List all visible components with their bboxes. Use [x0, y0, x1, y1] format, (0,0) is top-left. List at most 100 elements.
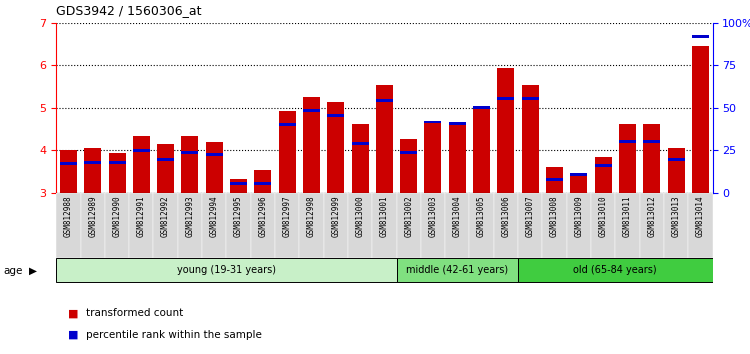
- FancyBboxPatch shape: [615, 193, 640, 258]
- Bar: [230, 179, 247, 193]
- Bar: [230, 182, 247, 185]
- FancyBboxPatch shape: [299, 193, 323, 258]
- Text: GSM813000: GSM813000: [356, 195, 364, 236]
- Text: GSM813011: GSM813011: [623, 195, 632, 236]
- Text: GSM812998: GSM812998: [307, 195, 316, 236]
- FancyBboxPatch shape: [275, 193, 299, 258]
- Bar: [570, 175, 587, 193]
- Bar: [619, 124, 636, 193]
- FancyBboxPatch shape: [56, 193, 80, 258]
- Text: ■: ■: [68, 330, 78, 339]
- Text: GSM813007: GSM813007: [526, 195, 535, 236]
- FancyBboxPatch shape: [664, 193, 688, 258]
- Bar: [473, 107, 490, 193]
- Bar: [303, 109, 320, 112]
- Text: GSM812997: GSM812997: [283, 195, 292, 236]
- Bar: [497, 97, 514, 100]
- Text: young (19-31 years): young (19-31 years): [177, 265, 276, 275]
- Bar: [570, 173, 587, 176]
- Bar: [327, 102, 344, 193]
- Text: GSM813005: GSM813005: [477, 195, 486, 236]
- Bar: [254, 182, 272, 185]
- FancyBboxPatch shape: [446, 193, 470, 258]
- Bar: [84, 148, 101, 193]
- FancyBboxPatch shape: [591, 193, 615, 258]
- Text: GSM813012: GSM813012: [647, 195, 656, 236]
- Bar: [692, 46, 709, 193]
- Text: transformed count: transformed count: [86, 308, 184, 318]
- FancyBboxPatch shape: [80, 193, 105, 258]
- Text: GSM812994: GSM812994: [210, 195, 219, 236]
- Bar: [522, 85, 538, 193]
- FancyBboxPatch shape: [129, 193, 154, 258]
- Bar: [619, 139, 636, 143]
- Bar: [448, 124, 466, 193]
- Text: percentile rank within the sample: percentile rank within the sample: [86, 330, 262, 339]
- Text: GSM813013: GSM813013: [671, 195, 680, 236]
- FancyBboxPatch shape: [688, 193, 712, 258]
- Bar: [595, 164, 612, 167]
- Bar: [303, 97, 320, 193]
- FancyBboxPatch shape: [518, 193, 542, 258]
- FancyBboxPatch shape: [421, 193, 446, 258]
- Text: GSM813002: GSM813002: [404, 195, 413, 236]
- Bar: [206, 142, 223, 193]
- FancyBboxPatch shape: [323, 193, 348, 258]
- Bar: [546, 178, 563, 181]
- Text: GSM813006: GSM813006: [502, 195, 511, 236]
- Text: GSM812989: GSM812989: [88, 195, 98, 236]
- Bar: [424, 122, 442, 193]
- Bar: [109, 161, 125, 164]
- Bar: [522, 97, 538, 100]
- Text: GSM812992: GSM812992: [161, 195, 170, 236]
- FancyBboxPatch shape: [105, 193, 129, 258]
- Text: GSM812991: GSM812991: [136, 195, 146, 236]
- Text: GSM812999: GSM812999: [332, 195, 340, 236]
- Bar: [668, 158, 685, 161]
- Bar: [279, 111, 296, 193]
- Text: GSM813003: GSM813003: [428, 195, 437, 236]
- Bar: [400, 138, 417, 193]
- Text: GSM813010: GSM813010: [598, 195, 608, 236]
- Bar: [546, 167, 563, 193]
- Text: old (65-84 years): old (65-84 years): [574, 265, 657, 275]
- Text: ▶: ▶: [28, 266, 37, 276]
- Bar: [352, 142, 368, 145]
- Bar: [133, 136, 150, 193]
- Bar: [448, 122, 466, 125]
- Text: GSM813004: GSM813004: [453, 195, 462, 236]
- FancyBboxPatch shape: [397, 193, 421, 258]
- Bar: [424, 120, 442, 124]
- Bar: [692, 35, 709, 38]
- Text: GSM813014: GSM813014: [696, 195, 705, 236]
- Bar: [376, 85, 393, 193]
- Text: ■: ■: [68, 308, 78, 318]
- Text: GSM812988: GSM812988: [64, 195, 73, 236]
- Text: GSM813009: GSM813009: [574, 195, 584, 236]
- FancyBboxPatch shape: [470, 193, 494, 258]
- Bar: [182, 151, 199, 154]
- FancyBboxPatch shape: [178, 193, 202, 258]
- Bar: [400, 151, 417, 154]
- FancyBboxPatch shape: [154, 193, 178, 258]
- Text: GSM812995: GSM812995: [234, 195, 243, 236]
- FancyBboxPatch shape: [542, 193, 567, 258]
- FancyBboxPatch shape: [518, 258, 712, 282]
- Bar: [279, 122, 296, 126]
- Bar: [497, 68, 514, 193]
- FancyBboxPatch shape: [397, 258, 518, 282]
- Bar: [157, 158, 174, 161]
- FancyBboxPatch shape: [494, 193, 518, 258]
- Bar: [84, 161, 101, 164]
- Bar: [133, 149, 150, 152]
- FancyBboxPatch shape: [56, 258, 397, 282]
- Bar: [254, 170, 272, 193]
- Bar: [376, 99, 393, 102]
- Bar: [327, 114, 344, 117]
- Text: GSM813001: GSM813001: [380, 195, 388, 236]
- Bar: [668, 148, 685, 193]
- Bar: [595, 157, 612, 193]
- FancyBboxPatch shape: [567, 193, 591, 258]
- Bar: [352, 124, 368, 193]
- Bar: [60, 162, 77, 165]
